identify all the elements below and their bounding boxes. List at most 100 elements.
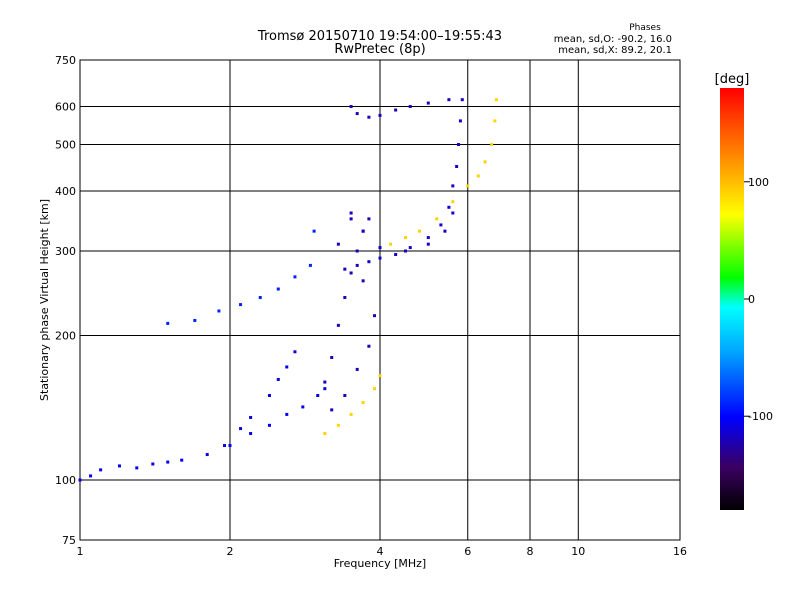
data-point (151, 462, 155, 466)
data-point (426, 242, 430, 246)
data-point (483, 160, 487, 164)
data-point (447, 205, 451, 209)
data-point (349, 211, 353, 215)
data-point (349, 412, 353, 416)
chart-title: Tromsø 20150710 19:54:00–19:55:43 (257, 29, 502, 44)
data-point (228, 444, 232, 448)
data-point (426, 236, 430, 240)
data-point (293, 350, 297, 354)
data-point (316, 394, 320, 398)
data-point (355, 263, 359, 267)
data-point (373, 387, 377, 391)
data-point (394, 108, 398, 112)
chart-subtitle: RwPretec (8p) (334, 42, 425, 57)
data-point (343, 296, 347, 300)
series-o-mode-low-trace (78, 387, 327, 482)
data-point (99, 468, 103, 472)
series-o-mode-f-branch (349, 211, 455, 253)
x-tick-label: 8 (527, 545, 534, 558)
data-point (403, 249, 407, 253)
axis-ticks: 1 2 4 6 8 10 16 75 100 200 300 400 500 600 750 (55, 54, 687, 558)
data-point (336, 323, 340, 327)
data-point (312, 229, 316, 233)
data-point (490, 143, 494, 147)
data-point (355, 112, 359, 116)
data-point (349, 271, 353, 275)
y-tick-label: 400 (55, 185, 76, 198)
data-point (408, 246, 412, 250)
data-point (466, 184, 470, 188)
data-point (476, 174, 480, 178)
data-point (323, 432, 327, 436)
data-point (336, 242, 340, 246)
series-o-mode-low-branch (223, 350, 297, 448)
y-tick-label: 75 (62, 534, 76, 547)
data-point (389, 242, 393, 246)
x-tick-label: 10 (571, 545, 585, 558)
data-point (447, 98, 451, 102)
colorbar-tick-label: 0 (748, 293, 755, 306)
data-point (267, 423, 271, 427)
data-point (355, 367, 359, 371)
data-point (343, 267, 347, 271)
data-point (458, 119, 462, 123)
y-tick-label: 750 (55, 54, 76, 67)
x-tick-label: 4 (377, 545, 384, 558)
data-point (239, 427, 243, 431)
data-point (293, 275, 297, 279)
data-point (276, 377, 280, 381)
data-point (323, 387, 327, 391)
y-tick-label: 500 (55, 139, 76, 152)
data-point (435, 217, 439, 221)
data-point (78, 478, 82, 482)
colorbar-ticks: 100 0 -100 (744, 176, 773, 423)
data-point (349, 217, 353, 221)
data-point (249, 415, 253, 419)
data-point (355, 249, 359, 253)
series-x-mode-trace (323, 98, 498, 436)
data-point (336, 423, 340, 427)
data-point (457, 143, 461, 147)
colorbar-label: [deg] (715, 72, 750, 87)
data-point (267, 394, 271, 398)
data-point (180, 458, 184, 462)
y-tick-label: 100 (55, 474, 76, 487)
data-point (285, 365, 289, 369)
data-point (493, 119, 497, 123)
data-points (78, 98, 498, 482)
data-point (285, 412, 289, 416)
data-point (239, 303, 243, 307)
data-point (166, 460, 170, 464)
series-o-mode-high-layer (349, 98, 451, 119)
data-point (439, 223, 443, 227)
data-point (417, 229, 421, 233)
data-point (343, 394, 347, 398)
data-point (205, 453, 209, 457)
data-point (330, 355, 334, 359)
x-tick-label: 2 (227, 545, 234, 558)
grid-lines (80, 60, 680, 540)
data-point (455, 164, 459, 168)
data-point (117, 464, 121, 468)
phase-stats-x: mean, sd,X: 89.2, 20.1 (558, 45, 672, 56)
data-point (193, 318, 197, 322)
data-point (323, 380, 327, 384)
data-point (394, 253, 398, 257)
data-point (166, 321, 170, 325)
x-tick-label: 6 (464, 545, 471, 558)
data-point (308, 263, 312, 267)
colorbar-tick-label: 100 (748, 176, 769, 189)
data-point (451, 184, 455, 188)
data-point (249, 432, 253, 436)
x-axis-label: Frequency [MHz] (334, 557, 426, 570)
x-tick-label: 16 (673, 545, 687, 558)
y-axis-label: Stationary phase Virtual Height [km] (38, 199, 51, 401)
data-point (367, 217, 371, 221)
series-o-mode-f-trace (343, 98, 464, 271)
data-point (361, 401, 365, 405)
data-point (378, 113, 382, 117)
y-tick-label: 300 (55, 245, 76, 258)
data-point (378, 374, 382, 378)
data-point (258, 296, 262, 300)
